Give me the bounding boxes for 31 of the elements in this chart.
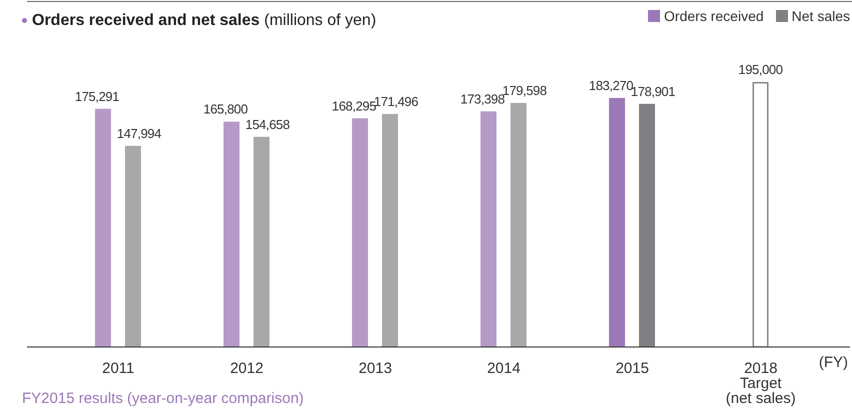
data-label: 147,994 (116, 126, 162, 141)
data-label: 179,598 (502, 82, 547, 98)
bar (125, 146, 141, 347)
x-tick-label: 2013 (358, 360, 392, 377)
x-tick-label: 2014 (487, 360, 520, 377)
data-label: 175,291 (74, 88, 120, 104)
text: FY2015 results (year-on-year comparison) (22, 390, 304, 407)
data-label: 183,270 (588, 78, 634, 93)
x-tick-label: 2012 (230, 360, 264, 377)
legend-label: Orders received (663, 8, 764, 24)
x-axis-title: (FY) (818, 354, 848, 371)
x-tick-label: 2015 (616, 360, 649, 377)
data-label: 165,800 (203, 102, 248, 117)
bar (352, 118, 368, 347)
bar (639, 104, 655, 347)
bar (510, 102, 526, 347)
bar (382, 114, 398, 347)
bar (254, 136, 270, 347)
data-label: 195,000 (738, 62, 783, 77)
bar (609, 98, 625, 347)
x-tick-label: 2011 (102, 360, 134, 377)
bar (480, 111, 496, 347)
bar (224, 122, 240, 347)
data-label: 168,295 (332, 98, 376, 114)
x-tick-label: 2018 Target (net sales) (726, 360, 796, 407)
legend-label: Net sales (790, 8, 850, 24)
chart-subtitle: (millions of yen) (263, 12, 376, 29)
chart-title: Orders received and net sales (32, 12, 260, 29)
data-label: 154,658 (245, 116, 290, 132)
bar (95, 108, 111, 347)
data-label: 173,398 (460, 91, 505, 106)
